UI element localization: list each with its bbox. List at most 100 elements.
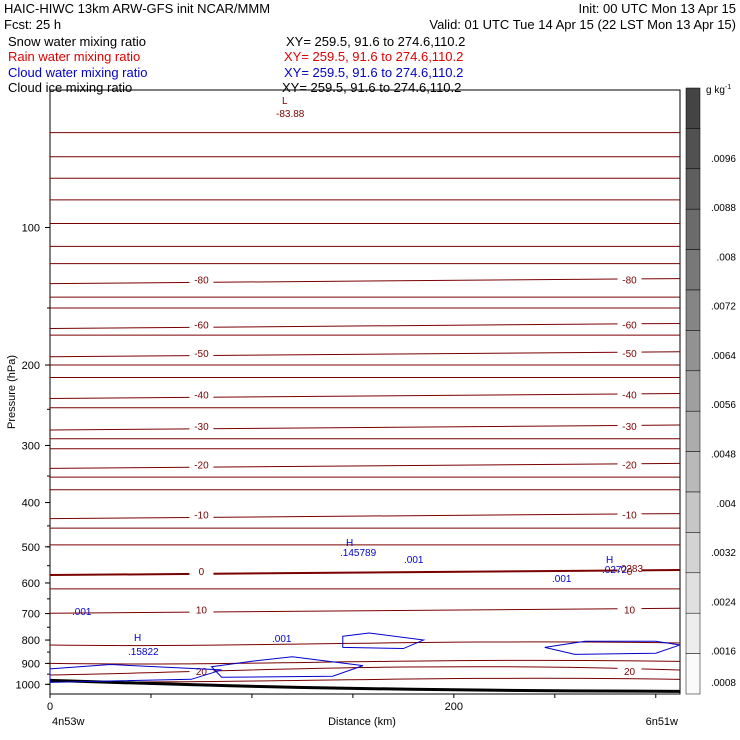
temperature-contours: -80 -80 -60 -60 -50 -50 -40 -40 -30 -30 -20 -20 -10 -… xyxy=(49,131,681,693)
temperature-isoline xyxy=(49,588,681,590)
x-axis-title: Distance (km) xyxy=(328,716,396,728)
contour-label-bg xyxy=(617,318,642,331)
contour-label-bg xyxy=(189,346,214,359)
temperature-isoline xyxy=(49,527,681,529)
colorbar-swatch xyxy=(685,168,701,210)
temperature-isoline xyxy=(49,307,681,309)
temperature-contour xyxy=(49,322,681,329)
cloud-water-contour xyxy=(210,656,364,678)
temperature-contour xyxy=(49,278,681,285)
contour-label-bg xyxy=(189,388,214,401)
contour-label: -10 xyxy=(194,511,209,522)
colorbar-swatch xyxy=(685,330,701,372)
field-label-cloud-water: Cloud water mixing ratio xyxy=(8,65,147,80)
colorbar-label: .0048 xyxy=(711,450,736,461)
contour-label: 20 xyxy=(196,667,208,678)
high-value-label-3: .0272 xyxy=(602,565,627,576)
colorbar-swatch xyxy=(685,87,701,129)
colorbar-label: .0064 xyxy=(711,351,736,362)
right-endpoint: 6n51w xyxy=(646,716,678,728)
cloud-label-001-a: .001 xyxy=(404,555,424,566)
contour-label-bg xyxy=(189,273,214,286)
temperature-isoline xyxy=(49,177,681,180)
temperature-isoline xyxy=(49,447,681,450)
colorbar-swatch xyxy=(685,451,701,493)
temperature-isoline xyxy=(49,376,681,379)
temperature-isoline xyxy=(49,155,681,158)
temperature-contour xyxy=(49,666,681,676)
temperature-contour xyxy=(49,462,681,469)
x-tick-label: 0 xyxy=(47,701,53,713)
temperature-isoline xyxy=(49,296,681,298)
colorbar-label: .0072 xyxy=(711,302,736,313)
y-tick-label: 1000 xyxy=(16,679,40,691)
contour-label-bg xyxy=(189,458,214,471)
colorbar: .0096 .0088 .008 .0072 .0064 .0056 .0048 .004 .0… xyxy=(685,87,736,695)
y-tick-label: 500 xyxy=(22,542,40,554)
plot-frame xyxy=(49,89,681,695)
low-marker: L xyxy=(282,96,288,107)
contour-label: -40 xyxy=(622,390,637,401)
temperature-contour xyxy=(49,607,681,614)
contour-label: -60 xyxy=(622,320,637,331)
y-tick-label: 900 xyxy=(22,658,40,670)
colorbar-label: .0024 xyxy=(711,597,736,608)
contour-label-bg xyxy=(617,273,642,286)
contour-label-bg xyxy=(617,388,642,401)
colorbar-unit: g kg-1 xyxy=(706,84,731,96)
temperature-isoline xyxy=(49,131,681,134)
temperature-isoline xyxy=(49,659,681,665)
colorbar-swatch xyxy=(685,491,701,533)
contour-label: -60 xyxy=(194,320,209,331)
contour-label: -30 xyxy=(194,422,209,433)
terrain-line xyxy=(49,678,681,693)
field-xy-rain: XY= 259.5, 91.6 to 274.6,110.2 xyxy=(284,49,463,64)
colorbar-swatch xyxy=(685,249,701,291)
temperature-contour xyxy=(49,424,681,431)
colorbar-label: .0056 xyxy=(711,400,736,411)
y-tick-label: 800 xyxy=(22,635,40,647)
contour-label: -40 xyxy=(194,390,209,401)
contour-label-bg xyxy=(189,565,214,578)
title-left: HAIC-HIWC 13km ARW-GFS init NCAR/MMM xyxy=(4,1,270,16)
cloud-water-contour xyxy=(544,640,681,655)
init-time: Init: 00 UTC Mon 13 Apr 15 xyxy=(578,1,736,16)
contour-label-bg xyxy=(189,603,214,616)
contour-label: 20 xyxy=(624,667,636,678)
field-xy-cloud-ice: XY= 259.5, 91.6 to 274.6,110.2 xyxy=(282,80,461,95)
contour-label: -50 xyxy=(194,349,209,360)
colorbar-label: .0088 xyxy=(711,203,736,214)
field-xy-cloud-water: XY= 259.5, 91.6 to 274.6,110.2 xyxy=(284,65,463,80)
cloud-water-contour xyxy=(342,632,426,650)
colorbar-swatch xyxy=(685,532,701,574)
temperature-isoline xyxy=(49,334,681,336)
y-tick-label: 700 xyxy=(22,609,40,621)
contour-label: 0 xyxy=(199,567,205,578)
y-tick-label: 100 xyxy=(22,223,40,235)
high-marker-3: H xyxy=(606,555,613,566)
colorbar-swatch xyxy=(685,370,701,412)
temperature-isoline xyxy=(49,544,681,546)
temperature-isoline xyxy=(49,476,681,478)
temperature-isoline xyxy=(49,437,681,440)
contour-label: 10 xyxy=(624,605,636,616)
temperature-contour xyxy=(49,513,681,520)
low-value-label: -83.88 xyxy=(276,109,305,120)
temperature-isoline xyxy=(49,262,681,265)
left-endpoint: 4n53w xyxy=(52,716,84,728)
temperature-contour xyxy=(49,569,681,577)
contour-label: -50 xyxy=(622,349,637,360)
cloud-water-contours xyxy=(49,632,681,683)
y-tick-label: 200 xyxy=(22,360,40,372)
forecast-hour: Fcst: 25 h xyxy=(4,17,61,32)
x-tick-label: 200 xyxy=(445,701,463,713)
cloud-label-001-b: .001 xyxy=(552,574,572,585)
contour-label-bg xyxy=(617,420,642,433)
high-value-label-1: .145789 xyxy=(340,548,377,559)
field-label-cloud-ice: Cloud ice mixing ratio xyxy=(8,80,132,95)
contour-label: -20 xyxy=(622,460,637,471)
cloud-label-001-c: .001 xyxy=(72,607,92,618)
contour-label-bg xyxy=(617,565,642,578)
field-xy-snow: XY= 259.5, 91.6 to 274.6,110.2 xyxy=(286,34,465,49)
contour-label: 10 xyxy=(196,605,208,616)
